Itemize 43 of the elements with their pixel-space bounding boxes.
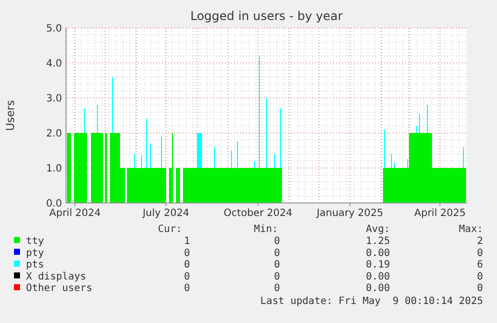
y-axis-title: Users	[4, 100, 17, 131]
chart-title: Logged in users - by year	[190, 9, 343, 23]
legend-label: tty	[26, 236, 44, 247]
text: 0.00	[366, 283, 390, 294]
text: 0	[184, 260, 190, 271]
text: 0	[274, 248, 280, 259]
text: Min:	[254, 224, 278, 235]
legend-label: Other users	[26, 283, 92, 294]
text: 2	[476, 236, 483, 247]
text: 0.00	[366, 271, 390, 282]
y-tick-label: 5.0	[46, 24, 62, 34]
x-tick-label: April 2025	[414, 208, 466, 219]
text: 0	[476, 248, 483, 259]
text: 0.19	[366, 260, 390, 271]
text: 6	[476, 260, 483, 271]
x-tick-label: January 2025	[316, 208, 384, 219]
legend-label: pty	[26, 248, 44, 259]
legend-label: pts	[26, 260, 44, 271]
text: 0	[274, 260, 280, 271]
y-tick-label: 2.0	[46, 128, 62, 140]
text: 0	[184, 271, 190, 282]
text: 0	[184, 248, 190, 259]
text: 0	[476, 283, 483, 294]
text: 1	[184, 236, 190, 247]
text: Last update: Fri May 9 00:10:14 2025	[260, 296, 483, 307]
text: 1.25	[366, 236, 390, 247]
text: 0	[274, 283, 280, 294]
text: Cur:	[158, 224, 182, 235]
text: 0	[476, 271, 483, 282]
text: Avg:	[366, 224, 390, 235]
x-tick-label: July 2024	[142, 208, 190, 219]
y-tick-label: 4.0	[46, 58, 62, 70]
text: 0	[274, 236, 280, 247]
text: Max:	[458, 224, 483, 235]
text: 0	[184, 283, 190, 294]
text: 0.00	[366, 248, 390, 259]
legend-label: X displays	[26, 271, 86, 282]
y-tick-label: 3.0	[46, 94, 62, 104]
y-tick-label: 1.0	[46, 164, 62, 174]
text: 0	[274, 271, 280, 282]
y-tick-label: 0.0	[46, 198, 62, 210]
x-tick-label: April 2024	[49, 208, 101, 219]
x-tick-label: October 2024	[224, 208, 292, 219]
